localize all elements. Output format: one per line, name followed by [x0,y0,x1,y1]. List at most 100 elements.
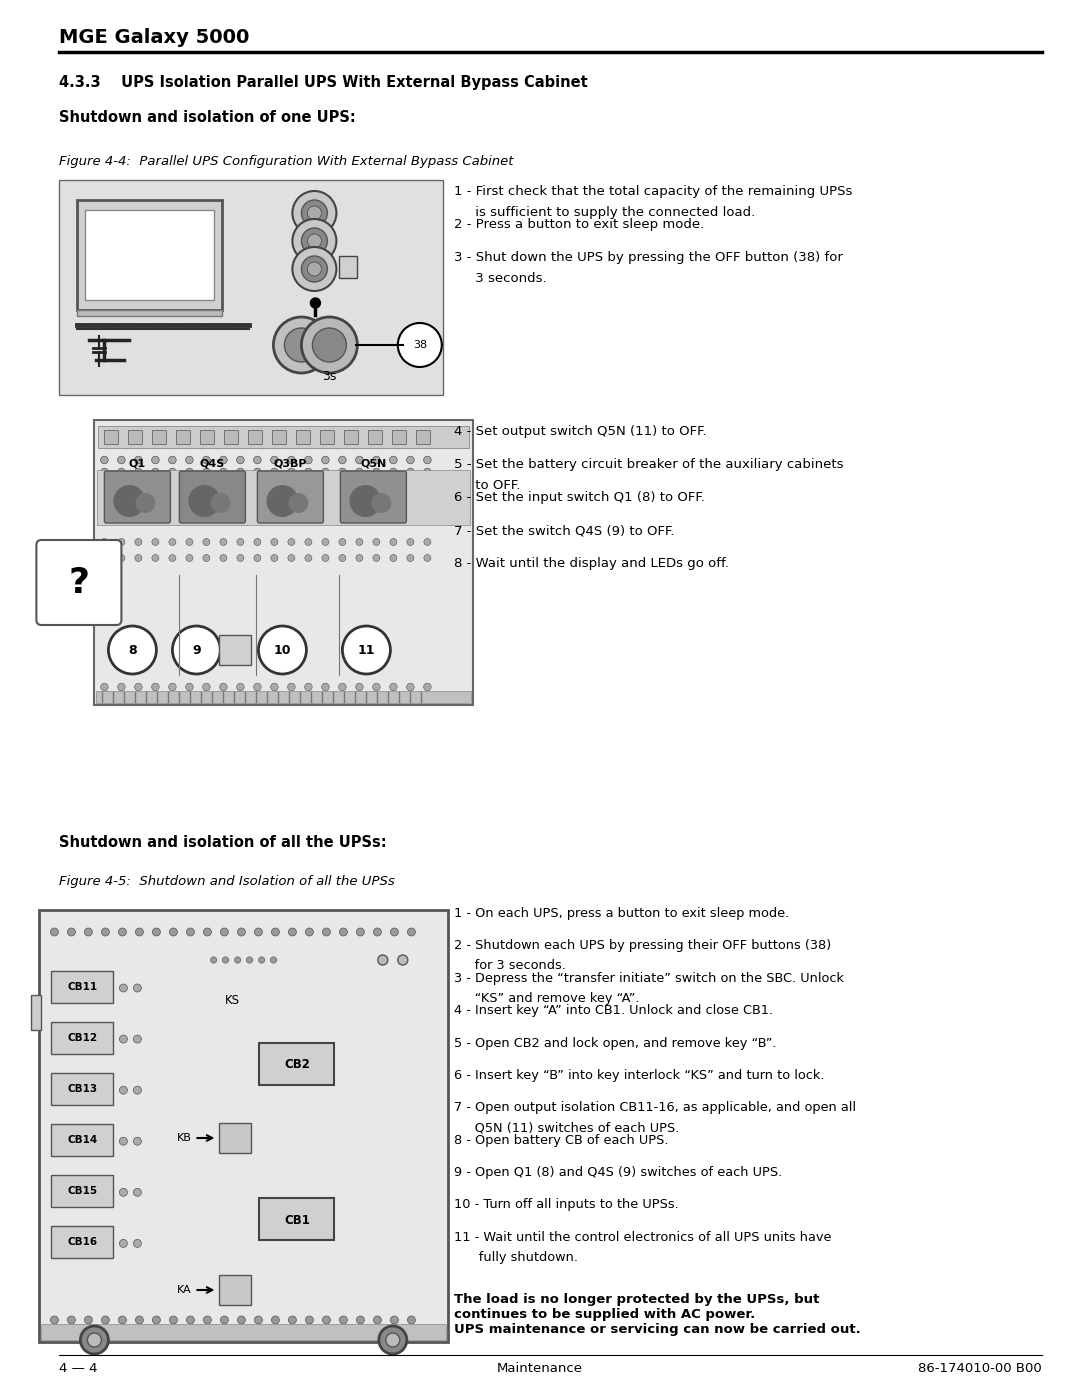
Circle shape [237,457,244,464]
Text: Q4S: Q4S [200,458,225,468]
Circle shape [301,228,327,254]
Circle shape [355,683,363,690]
Circle shape [342,626,390,673]
Text: Q1: Q1 [129,458,146,468]
Bar [41,1324,446,1340]
Text: 8 - Open battery CB of each UPS.: 8 - Open battery CB of each UPS. [454,1133,669,1147]
Circle shape [152,928,161,936]
Circle shape [80,1326,108,1354]
Circle shape [186,457,193,464]
Text: CB13: CB13 [67,1084,97,1094]
Circle shape [293,191,336,235]
Circle shape [407,928,416,936]
Circle shape [211,493,230,513]
Circle shape [271,538,278,545]
Circle shape [339,1316,348,1324]
Circle shape [119,928,126,936]
Circle shape [118,683,125,690]
Text: 7 - Set the switch Q4S (9) to OFF.: 7 - Set the switch Q4S (9) to OFF. [454,524,674,538]
Circle shape [406,683,415,690]
Circle shape [350,485,381,517]
Bar [213,326,228,330]
Circle shape [134,1189,141,1196]
Circle shape [373,538,380,545]
Circle shape [374,928,381,936]
Text: 9: 9 [192,644,201,657]
Bar [259,1044,335,1085]
Circle shape [293,247,336,291]
Text: 3s: 3s [322,370,337,383]
Circle shape [306,1316,313,1324]
Circle shape [271,1316,280,1324]
Circle shape [374,1316,381,1324]
Circle shape [188,485,220,517]
Text: Shutdown and isolation of one UPS:: Shutdown and isolation of one UPS: [59,110,356,124]
Circle shape [356,1316,364,1324]
FancyBboxPatch shape [37,541,121,624]
Circle shape [168,555,176,562]
Circle shape [258,626,307,673]
Circle shape [407,1316,416,1324]
Circle shape [397,323,442,367]
Circle shape [373,457,380,464]
Circle shape [102,928,109,936]
FancyBboxPatch shape [179,471,245,522]
Bar [52,1227,113,1259]
Circle shape [406,457,415,464]
Text: 2 - Press a button to exit sleep mode.: 2 - Press a button to exit sleep mode. [454,218,704,231]
Circle shape [355,457,363,464]
Circle shape [151,683,159,690]
Circle shape [322,683,329,690]
Text: CB11: CB11 [67,982,97,992]
Circle shape [379,1326,407,1354]
Text: 4 — 4: 4 — 4 [59,1362,98,1375]
Circle shape [203,457,211,464]
Circle shape [87,1333,102,1347]
Text: 11: 11 [357,644,375,657]
Text: 4 - Set output switch Q5N (11) to OFF.: 4 - Set output switch Q5N (11) to OFF. [454,425,706,439]
Bar [98,426,469,448]
Bar [78,200,222,310]
Circle shape [284,328,319,362]
Bar [52,1175,113,1207]
Text: for 3 seconds.: for 3 seconds. [454,960,566,972]
Bar [201,430,215,444]
Bar [52,1125,113,1157]
Bar [93,326,107,330]
Circle shape [355,468,363,476]
Text: 1 - On each UPS, press a button to exit sleep mode.: 1 - On each UPS, press a button to exit … [454,907,788,921]
Circle shape [288,493,309,513]
Circle shape [173,626,220,673]
Circle shape [305,457,312,464]
Circle shape [135,1316,144,1324]
Circle shape [186,683,193,690]
Text: The load is no longer protected by the UPSs, but
continues to be supplied with A: The load is no longer protected by the U… [454,1294,861,1336]
Text: 10 - Turn off all inputs to the UPSs.: 10 - Turn off all inputs to the UPSs. [454,1199,678,1211]
Circle shape [397,956,408,965]
Text: 5 - Open CB2 and lock open, and remove key “B”.: 5 - Open CB2 and lock open, and remove k… [454,1037,777,1049]
Circle shape [423,468,431,476]
Circle shape [390,538,397,545]
Circle shape [390,1316,399,1324]
Circle shape [271,928,280,936]
Circle shape [118,538,125,545]
Circle shape [270,957,276,963]
Circle shape [219,468,227,476]
Circle shape [118,555,125,562]
Text: 38: 38 [413,339,427,351]
Text: fully shutdown.: fully shutdown. [454,1250,578,1264]
Bar [122,326,137,330]
Circle shape [100,538,108,545]
Circle shape [305,468,312,476]
Bar [225,430,239,444]
Circle shape [305,538,312,545]
Circle shape [51,928,58,936]
Circle shape [84,928,93,936]
Circle shape [238,1316,245,1324]
Circle shape [152,555,159,562]
Bar [339,256,357,278]
Circle shape [113,485,146,517]
Circle shape [424,555,431,562]
Circle shape [168,468,176,476]
Text: CB16: CB16 [67,1238,97,1248]
